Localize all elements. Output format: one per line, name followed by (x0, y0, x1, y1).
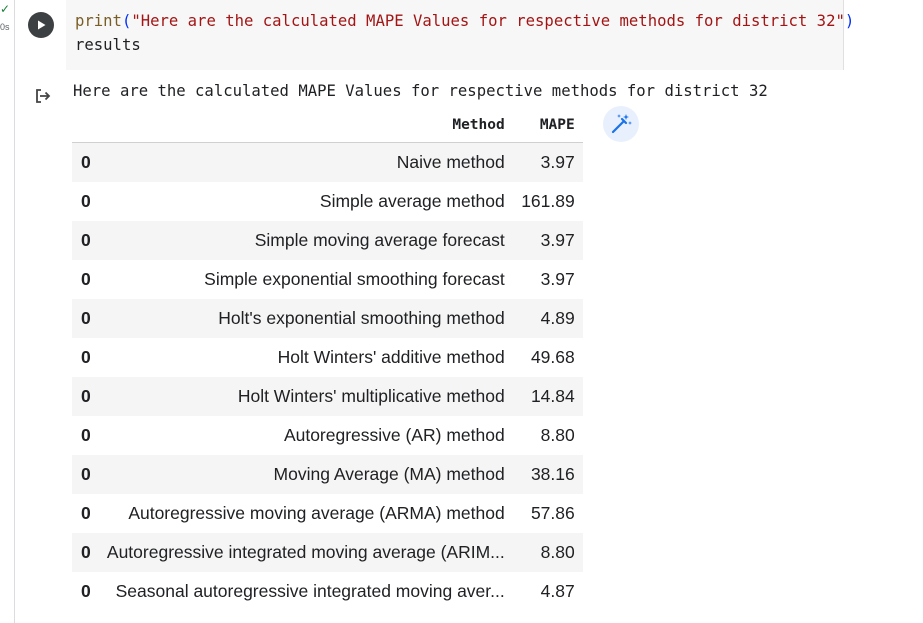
row-index: 0 (81, 542, 91, 562)
method-cell: Naive method (396, 152, 505, 172)
execution-time: 0s (0, 22, 10, 32)
run-cell-button[interactable] (28, 12, 54, 38)
mape-cell: 14.84 (530, 386, 575, 406)
play-icon (38, 20, 46, 30)
code-open-paren: ( (121, 12, 132, 30)
mape-cell: 38.16 (530, 464, 575, 484)
suggest-charts-button[interactable] (603, 106, 639, 142)
method-cell: Moving Average (MA) method (273, 464, 505, 484)
table-row: 0 Seasonal autoregressive integrated movi… (72, 572, 583, 611)
method-cell: Holt Winters' additive method (277, 347, 505, 367)
table-row: 0 Simple moving average forecast 3.97 (72, 221, 583, 260)
mape-cell: 8.80 (540, 542, 575, 562)
mape-cell: 8.80 (540, 425, 575, 445)
execution-status-icon: ✓ (0, 2, 11, 16)
method-cell: Autoregressive (AR) method (283, 425, 505, 445)
mape-cell: 4.87 (540, 581, 575, 601)
code-line-1: print("Here are the calculated MAPE Valu… (75, 12, 854, 30)
method-cell: Seasonal autoregressive integrated movin… (115, 581, 505, 601)
output-action-button[interactable] (34, 87, 52, 105)
method-cell: Holt's exponential smoothing method (218, 308, 505, 328)
row-index: 0 (81, 191, 91, 211)
column-header-mape: MAPE (512, 108, 583, 143)
table-row: 0 Holt's exponential smoothing method 4.89 (72, 299, 583, 338)
row-index: 0 (81, 152, 91, 172)
mape-cell: 57.86 (530, 503, 575, 523)
method-cell: Simple average method (319, 191, 505, 211)
row-index: 0 (81, 464, 91, 484)
column-header-method: Method (96, 108, 513, 143)
row-index: 0 (81, 503, 91, 523)
stdout-text: Here are the calculated MAPE Values for … (73, 82, 768, 100)
code-line-2: results (75, 36, 141, 54)
table-row: 0 Naive method 3.97 (72, 142, 583, 182)
row-index: 0 (81, 230, 91, 250)
results-dataframe: Method MAPE 0 Naive method 3.97 0 Simple ave… (72, 108, 583, 611)
index-header (72, 108, 97, 143)
row-index: 0 (81, 308, 91, 328)
method-cell: Autoregressive integrated moving average… (106, 542, 505, 562)
row-index: 0 (81, 269, 91, 289)
method-cell: Simple moving average forecast (254, 230, 505, 250)
row-index: 0 (81, 347, 91, 367)
method-cell: Holt Winters' multiplicative method (237, 386, 505, 406)
method-cell: Simple exponential smoothing forecast (204, 269, 505, 289)
code-close-paren: ) (844, 12, 855, 30)
cell-gutter-divider (14, 0, 15, 623)
table-row: 0 Holt Winters' additive method 49.68 (72, 338, 583, 377)
table-row: 0 Autoregressive integrated moving averag… (72, 533, 583, 572)
table-row: 0 Simple average method 161.89 (72, 182, 583, 221)
mape-cell: 3.97 (540, 152, 575, 172)
row-index: 0 (81, 386, 91, 406)
row-index: 0 (81, 581, 91, 601)
magic-wand-icon (611, 114, 632, 134)
code-cell-editor[interactable]: print("Here are the calculated MAPE Valu… (66, 0, 854, 70)
mape-cell: 3.97 (540, 230, 575, 250)
row-index: 0 (81, 425, 91, 445)
table-row: 0 Autoregressive (AR) method 8.80 (72, 416, 583, 455)
code-function: print (75, 12, 122, 30)
mape-cell: 161.89 (521, 191, 575, 211)
mape-cell: 3.97 (540, 269, 575, 289)
output-redirect-icon (36, 89, 51, 103)
table-row: 0 Simple exponential smoothing forecast 3.… (72, 260, 583, 299)
table-header-row: Method MAPE (72, 108, 583, 143)
mape-cell: 49.68 (530, 347, 575, 367)
method-cell: Autoregressive moving average (ARMA) met… (128, 503, 505, 523)
table-row: 0 Autoregressive moving average (ARMA) me… (72, 494, 583, 533)
code-string: "Here are the calculated MAPE Values for… (131, 12, 845, 30)
mape-cell: 4.89 (540, 308, 575, 328)
table-row: 0 Holt Winters' multiplicative method 14.8… (72, 377, 583, 416)
table-row: 0 Moving Average (MA) method 38.16 (72, 455, 583, 494)
